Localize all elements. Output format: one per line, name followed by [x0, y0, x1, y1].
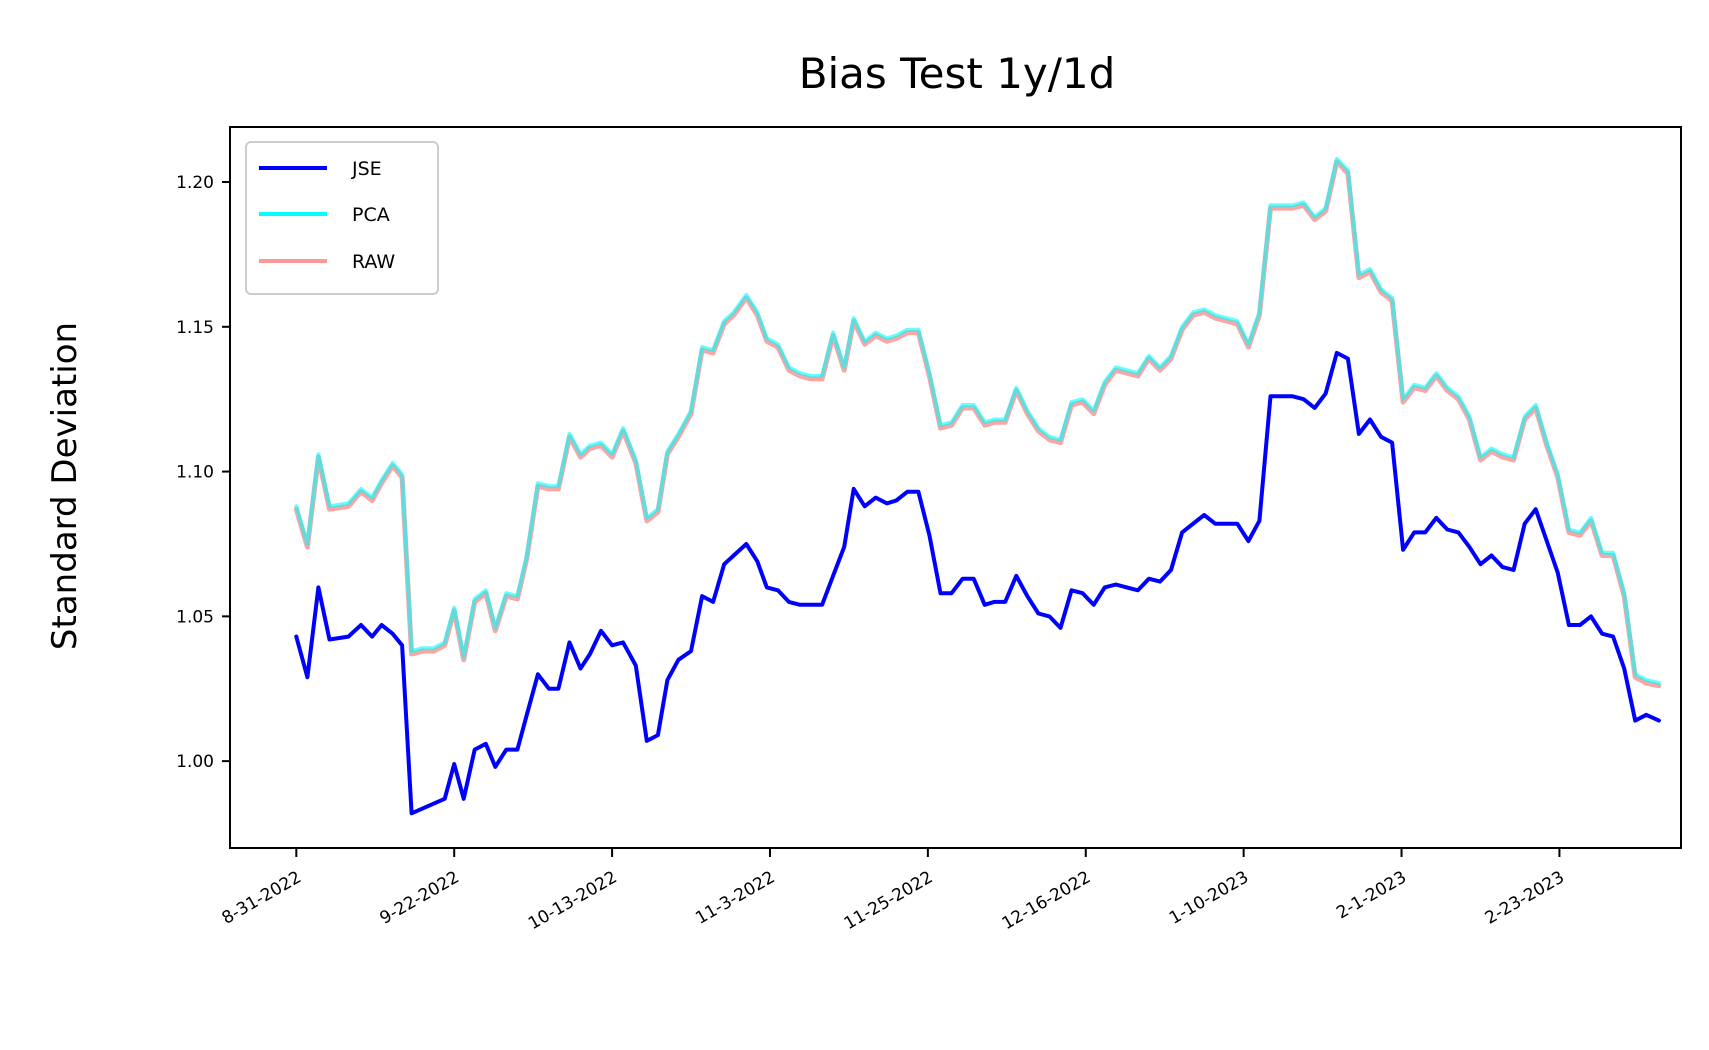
y-tick-label: 1.00	[176, 752, 214, 772]
y-tick-label: 1.10	[176, 463, 214, 483]
series-line-pca	[294, 156, 1661, 685]
y-axis-label: Standard Deviation	[45, 322, 85, 650]
series-line-jse	[294, 350, 1661, 816]
legend-label-pca: PCA	[352, 204, 390, 226]
legend-box	[245, 141, 439, 295]
series-layer	[293, 156, 1662, 816]
chart-title: Bias Test 1y/1d	[799, 49, 1116, 98]
y-tick-label: 1.20	[176, 173, 214, 193]
legend-label-raw: RAW	[352, 251, 395, 273]
legend: JSE PCA RAW	[245, 141, 439, 295]
legend-label-jse: JSE	[351, 158, 382, 180]
y-tick-label: 1.05	[176, 607, 214, 627]
y-axis: 1.00 1.05 1.10 1.15 1.20	[176, 173, 230, 772]
plot-area-frame	[229, 126, 1682, 849]
y-tick-label: 1.15	[176, 318, 214, 338]
